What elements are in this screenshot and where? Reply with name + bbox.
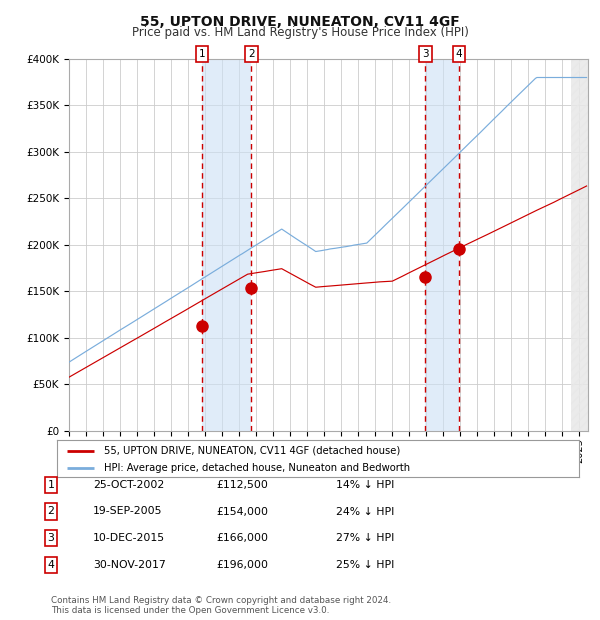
Text: £112,500: £112,500 — [216, 480, 268, 490]
Text: Price paid vs. HM Land Registry's House Price Index (HPI): Price paid vs. HM Land Registry's House … — [131, 26, 469, 39]
Text: 2: 2 — [248, 49, 255, 59]
Text: 4: 4 — [47, 560, 55, 570]
Text: HPI: Average price, detached house, Nuneaton and Bedworth: HPI: Average price, detached house, Nune… — [104, 463, 410, 473]
Bar — [425, 59, 459, 431]
Text: 4: 4 — [456, 49, 463, 59]
Text: 3: 3 — [47, 533, 55, 543]
Text: 14% ↓ HPI: 14% ↓ HPI — [336, 480, 394, 490]
Text: 2: 2 — [47, 507, 55, 516]
Bar — [202, 59, 251, 431]
Bar — [571, 59, 600, 431]
Text: £166,000: £166,000 — [216, 533, 268, 543]
Text: 10-DEC-2015: 10-DEC-2015 — [93, 533, 165, 543]
Text: £154,000: £154,000 — [216, 507, 268, 516]
Text: 55, UPTON DRIVE, NUNEATON, CV11 4GF (detached house): 55, UPTON DRIVE, NUNEATON, CV11 4GF (det… — [104, 446, 400, 456]
Text: 24% ↓ HPI: 24% ↓ HPI — [336, 507, 394, 516]
Text: 25-OCT-2002: 25-OCT-2002 — [93, 480, 164, 490]
Text: £196,000: £196,000 — [216, 560, 268, 570]
Text: 25% ↓ HPI: 25% ↓ HPI — [336, 560, 394, 570]
Text: 3: 3 — [422, 49, 428, 59]
Text: 1: 1 — [199, 49, 205, 59]
Text: 1: 1 — [47, 480, 55, 490]
Text: Contains HM Land Registry data © Crown copyright and database right 2024.
This d: Contains HM Land Registry data © Crown c… — [51, 596, 391, 615]
Text: 55, UPTON DRIVE, NUNEATON, CV11 4GF: 55, UPTON DRIVE, NUNEATON, CV11 4GF — [140, 16, 460, 30]
Text: 19-SEP-2005: 19-SEP-2005 — [93, 507, 163, 516]
Text: 27% ↓ HPI: 27% ↓ HPI — [336, 533, 394, 543]
Text: 30-NOV-2017: 30-NOV-2017 — [93, 560, 166, 570]
